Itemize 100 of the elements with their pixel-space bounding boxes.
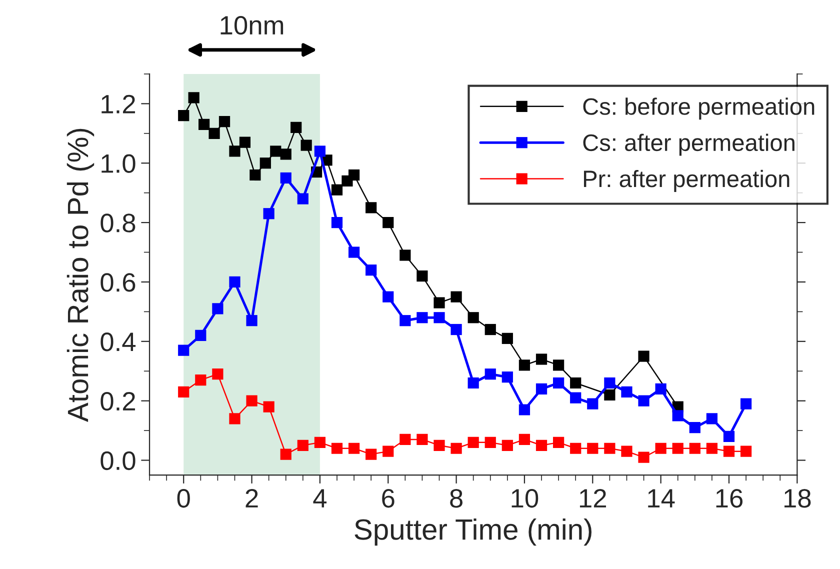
- point: [239, 136, 251, 148]
- x-tick-label: 6: [382, 489, 394, 508]
- point: [250, 169, 261, 181]
- point: [518, 434, 530, 446]
- point: [518, 404, 530, 416]
- point: [689, 422, 700, 434]
- point: [229, 276, 240, 288]
- point: [300, 140, 312, 151]
- point: [604, 442, 616, 454]
- point: [434, 440, 445, 451]
- point: [229, 413, 240, 424]
- band-label: 10nm: [220, 16, 284, 35]
- y-tick-label: 0.8: [100, 214, 136, 232]
- point: [655, 383, 666, 394]
- point: [331, 184, 343, 196]
- point: [621, 446, 632, 457]
- point: [195, 374, 206, 386]
- point: [587, 398, 598, 410]
- point: [366, 264, 377, 276]
- x-tick-label: 18: [784, 489, 811, 508]
- point: [604, 377, 616, 389]
- point: [280, 448, 292, 460]
- x-tick-label: 10: [512, 489, 538, 508]
- point: [178, 386, 190, 398]
- point: [416, 434, 428, 446]
- point: [655, 442, 666, 454]
- point: [263, 401, 274, 412]
- point: [297, 193, 308, 204]
- y-tick-label: 0.2: [100, 392, 136, 411]
- point: [740, 446, 752, 457]
- point: [314, 436, 326, 448]
- point: [484, 368, 496, 380]
- x-tick-label: 16: [716, 489, 743, 508]
- point: [484, 436, 496, 448]
- legend-label: Cs: after permeation: [583, 134, 794, 156]
- point: [723, 446, 735, 457]
- point: [212, 303, 224, 314]
- x-tick-label: 12: [580, 489, 606, 508]
- point: [553, 377, 564, 389]
- point: [706, 413, 718, 424]
- point: [587, 442, 598, 454]
- y-tick-label: 1.2: [102, 94, 136, 114]
- point: [218, 116, 230, 128]
- point: [536, 440, 548, 451]
- point: [348, 442, 360, 454]
- point: [570, 442, 582, 454]
- point: [518, 360, 530, 371]
- point: [263, 208, 274, 220]
- x-tick-label: 2: [246, 489, 258, 508]
- point: [246, 315, 258, 326]
- point: [229, 146, 240, 157]
- point: [638, 350, 650, 362]
- y-tick-label: 0.0: [100, 451, 136, 470]
- point: [570, 377, 582, 389]
- point: [536, 383, 548, 394]
- x-tick-label: 14: [648, 489, 675, 508]
- point: [366, 202, 377, 214]
- point: [382, 291, 394, 302]
- point: [502, 372, 513, 383]
- point: [178, 344, 190, 356]
- point: [723, 430, 735, 442]
- x-tick-label: 8: [450, 489, 462, 508]
- point: [570, 392, 582, 404]
- point: [331, 442, 343, 454]
- point: [297, 440, 308, 451]
- point: [434, 312, 445, 324]
- point: [188, 92, 200, 104]
- point: [195, 330, 206, 342]
- y-axis-title: Atomic Ratio to Pd (%): [66, 128, 94, 422]
- point: [348, 246, 360, 258]
- point: [382, 216, 394, 228]
- point: [468, 377, 479, 389]
- point: [290, 122, 302, 134]
- point: [246, 395, 258, 406]
- x-axis-title: Sputter Time (min): [354, 518, 592, 546]
- point: [400, 434, 411, 446]
- point: [270, 146, 282, 157]
- legend-label: Cs: before permeation: [583, 98, 814, 120]
- point: [260, 158, 271, 169]
- x-tick-label: 0: [177, 489, 190, 508]
- point: [416, 270, 428, 282]
- point: [314, 146, 326, 157]
- point: [536, 354, 548, 365]
- point: [178, 110, 190, 122]
- y-tick-label: 0.6: [100, 273, 136, 292]
- y-tick-label: 1.0: [102, 154, 136, 173]
- point: [502, 440, 513, 451]
- point: [638, 452, 650, 463]
- point: [468, 436, 479, 448]
- point: [348, 169, 360, 181]
- point: [450, 291, 462, 302]
- point: [416, 312, 428, 324]
- y-tick-label: 0.4: [100, 332, 136, 352]
- point: [638, 395, 650, 406]
- point: [740, 398, 752, 410]
- point: [553, 360, 564, 371]
- point: [468, 312, 479, 324]
- point: [450, 442, 462, 454]
- x-tick-label: 4: [313, 489, 327, 508]
- point: [502, 332, 513, 344]
